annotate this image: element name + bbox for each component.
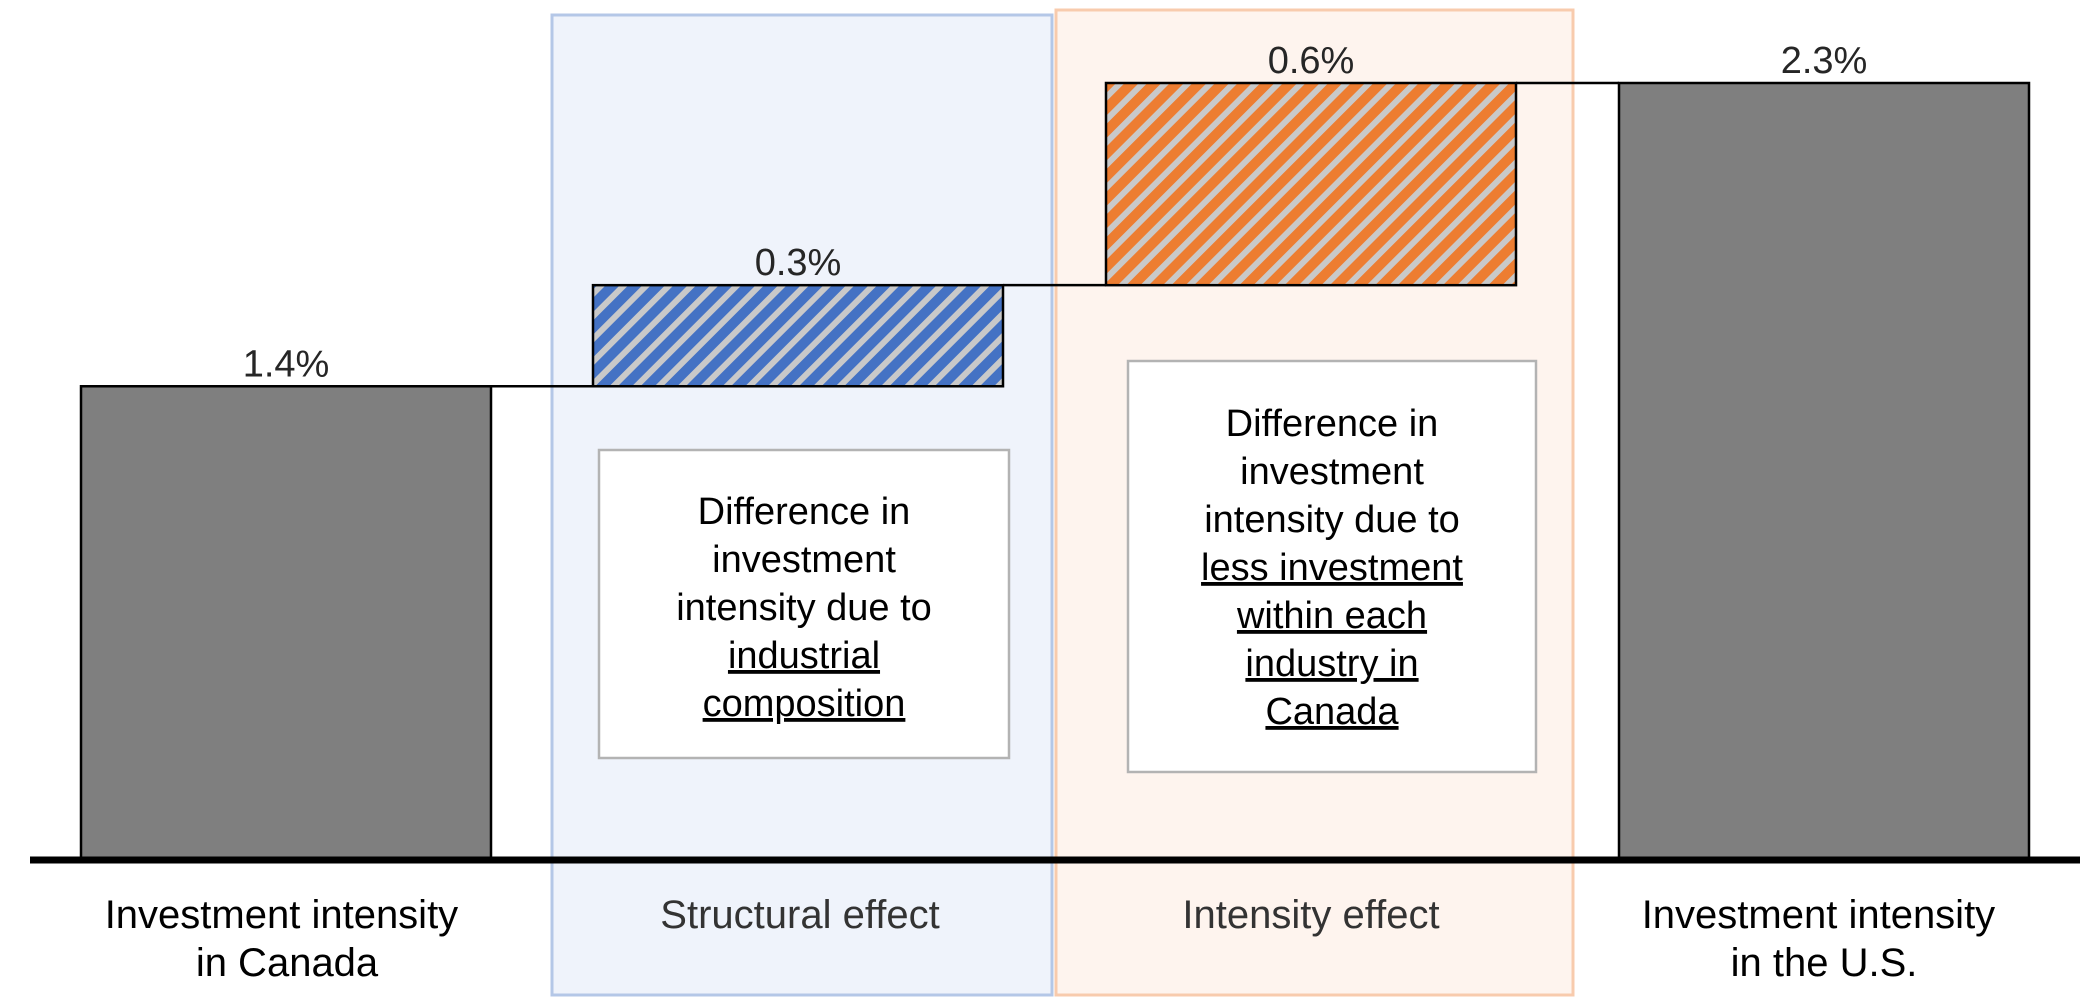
annotation-box-intensity — [1126, 359, 1538, 774]
category-label-us: Investment intensity in the U.S. — [1642, 893, 2007, 985]
annotation-line: less investment — [1201, 547, 1463, 589]
annotation-text-structural: Difference in investment intensity due to i… — [676, 491, 932, 725]
data-label-us: 2.3% — [1781, 40, 1868, 82]
annotation-line: within each — [1236, 595, 1427, 637]
annotation-line: Difference in — [698, 491, 911, 533]
annotation-line: intensity due to — [676, 587, 932, 629]
annotation-text-intensity: Difference in investment intensity due to l… — [1201, 403, 1463, 733]
data-label-canada: 1.4% — [243, 343, 330, 385]
bar-investment-intensity-us — [1617, 81, 2031, 860]
bar-structural-effect — [591, 283, 1005, 388]
bar-intensity-effect — [1104, 81, 1518, 287]
bar-investment-intensity-canada — [79, 385, 493, 860]
annotation-box-structural — [597, 448, 1011, 760]
category-label-canada: Investment intensity in Canada — [105, 893, 470, 985]
annotation-line: intensity due to — [1204, 499, 1460, 541]
annotation-line: investment — [712, 539, 896, 581]
annotation-line: industry in — [1245, 643, 1418, 685]
annotation-line: industrial — [728, 635, 880, 677]
category-label-intensity: Intensity effect — [1182, 893, 1439, 937]
annotation-line: Difference in — [1226, 403, 1439, 445]
annotation-line: Canada — [1265, 691, 1399, 733]
data-label-structural: 0.3% — [755, 242, 842, 284]
annotation-line: composition — [703, 683, 906, 725]
data-label-intensity: 0.6% — [1268, 40, 1355, 82]
category-label-structural: Structural effect — [660, 893, 939, 937]
annotation-line: investment — [1240, 451, 1424, 493]
